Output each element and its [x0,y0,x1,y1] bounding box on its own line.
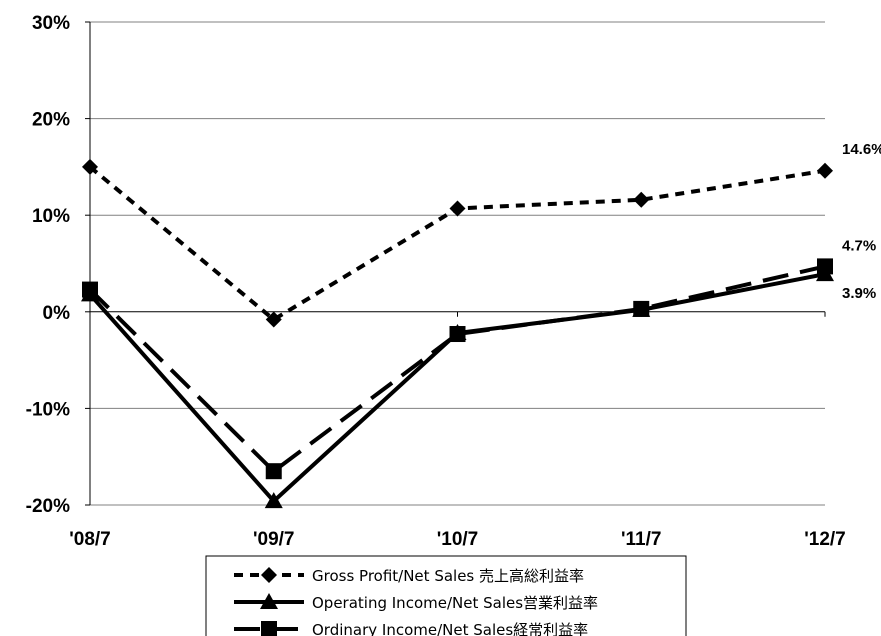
data-point-square [82,281,98,298]
y-tick-label: 0% [43,303,71,324]
data-point-square [265,463,282,480]
data-point-triangle [264,492,283,509]
series-line-square [88,264,826,474]
data-label: 3.9% [842,285,876,302]
data-point-diamond [82,158,98,175]
legend-marker-square [261,621,277,636]
tick-labels: 30% 20% 10% 0% -10% -20% '08/7 '09/7 '10/7 '11/7 '… [26,13,846,550]
data-label: 4.7% [842,237,876,254]
legend-marker-triangle [260,593,278,609]
data-point-square [633,300,650,317]
data-label: 14.6% [842,141,881,158]
data-point-diamond [265,311,282,328]
legend-label: Gross Profit/Net Sales 売上高総利益率 [312,567,584,585]
x-tick-label: '10/7 [437,529,479,550]
data-labels: 14.6% 4.7% 3.9% [842,141,881,302]
data-point-square [817,258,833,275]
series-line-triangle [88,272,826,504]
data-point-square [449,326,466,343]
x-tick-label: '12/7 [804,529,846,550]
y-tick-label: 10% [32,206,70,227]
data-point-diamond [817,162,833,179]
data-point-diamond [449,200,466,217]
data-point-diamond [633,191,650,208]
gridlines [90,21,825,506]
y-tick-label: 30% [32,13,70,34]
y-tick-label: -10% [26,399,70,420]
x-tick-label: '08/7 [69,529,111,550]
x-tick-label: '09/7 [253,529,295,550]
y-tick-label: 20% [32,110,70,131]
legend: Gross Profit/Net Sales 売上高総利益率 Operating … [205,555,687,636]
y-tick-label: -20% [26,496,70,517]
legend-box [205,555,687,636]
series-lines [81,158,834,509]
legend-label: Operating Income/Net Sales営業利益率 [312,594,598,612]
legend-label: Ordinary Income/Net Sales経常利益率 [312,621,588,636]
axes [85,21,826,506]
legend-marker-diamond [261,567,277,583]
x-tick-label: '11/7 [621,529,661,550]
